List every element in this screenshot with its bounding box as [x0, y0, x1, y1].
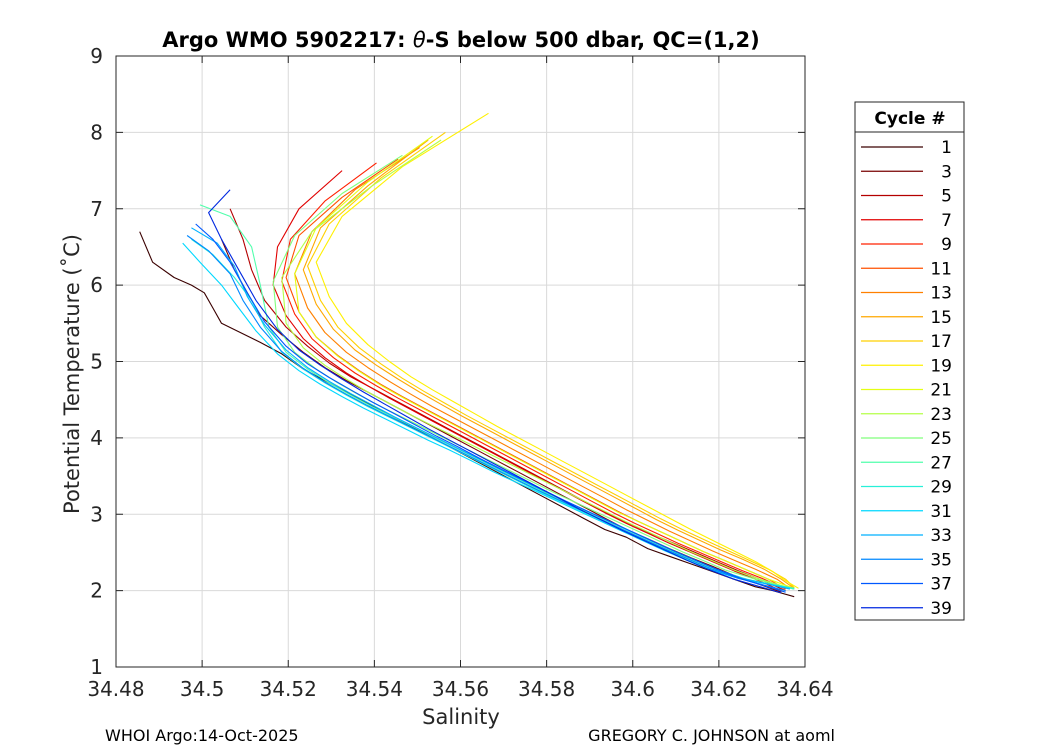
series-line-cycle-17: [307, 131, 795, 588]
x-tick-label: 34.6: [610, 677, 655, 701]
axis-ticks: [115, 55, 806, 668]
legend-label-cycle-9: 9: [941, 235, 952, 255]
legend-label-cycle-31: 31: [930, 502, 952, 522]
y-tick-label: 5: [90, 350, 103, 374]
y-tick-labels: 1 2 3 4 5 6 7 8 9: [90, 44, 103, 679]
y-tick-label: 4: [90, 426, 103, 450]
legend-label-cycle-39: 39: [930, 599, 952, 619]
footer-left: WHOI Argo:14-Oct-2025: [105, 726, 299, 745]
y-axis-label: Potential Temperature (˚C): [60, 234, 84, 514]
y-tick-label: 3: [90, 502, 103, 526]
legend-label-cycle-17: 17: [930, 332, 952, 352]
series-line-cycle-5: [229, 208, 786, 592]
y-tick-label: 6: [90, 273, 103, 297]
series-line-cycle-39: [208, 189, 782, 594]
y-tick-label: 2: [90, 579, 103, 603]
legend-label-cycle-7: 7: [941, 211, 952, 231]
legend-label-cycle-11: 11: [930, 259, 952, 279]
legend-label-cycle-23: 23: [930, 405, 952, 425]
legend-label-cycle-5: 5: [941, 187, 952, 207]
legend-label-cycle-37: 37: [930, 575, 952, 595]
legend-label-cycle-33: 33: [930, 526, 952, 546]
grid: [115, 55, 806, 668]
x-tick-label: 34.48: [87, 677, 144, 701]
series-line-cycle-15: [302, 139, 795, 589]
legend-label-cycle-29: 29: [930, 478, 952, 498]
legend-label-cycle-13: 13: [930, 284, 952, 304]
y-tick-label: 1: [90, 655, 103, 679]
series-line-cycle-13: [294, 147, 791, 589]
legend-label-cycle-19: 19: [930, 356, 952, 376]
legend-label-cycle-25: 25: [930, 429, 952, 449]
series-line-cycle-7: [272, 170, 782, 592]
series-line-cycle-21: [294, 135, 795, 589]
series-line-cycle-37: [195, 223, 786, 593]
series-line-cycle-9: [281, 162, 786, 590]
x-tick-label: 34.52: [260, 677, 317, 701]
x-tick-labels: 34.48 34.5 34.52 34.54 34.56 34.58 34.6 34.62 34…: [87, 677, 833, 701]
series-layer: [139, 112, 799, 598]
series-line-cycle-19: [315, 112, 799, 589]
x-axis-label: Salinity: [422, 705, 500, 729]
legend-label-cycle-21: 21: [930, 381, 952, 401]
legend-label-cycle-3: 3: [941, 162, 952, 182]
x-tick-label: 34.5: [180, 677, 225, 701]
y-tick-label: 9: [90, 44, 103, 68]
x-tick-label: 34.62: [690, 677, 747, 701]
series-line-cycle-31: [182, 242, 791, 589]
x-tick-label: 34.56: [432, 677, 489, 701]
legend-box: [854, 101, 965, 621]
legend-label-cycle-1: 1: [941, 138, 952, 158]
y-tick-label: 7: [90, 197, 103, 221]
legend-label-cycle-15: 15: [930, 308, 952, 328]
series-line-cycle-35: [186, 235, 786, 592]
legend-label-cycle-35: 35: [930, 550, 952, 570]
legend: Cycle # 13579111315171921232527293133353…: [854, 101, 965, 621]
legend-title: Cycle #: [874, 109, 945, 129]
chart-title: Argo WMO 5902217: θ-S below 500 dbar, QC…: [162, 28, 759, 52]
x-tick-label: 34.58: [518, 677, 575, 701]
x-tick-label: 34.54: [346, 677, 403, 701]
footer-right: GREGORY C. JOHNSON at aoml: [588, 726, 835, 745]
y-tick-label: 8: [90, 120, 103, 144]
legend-label-cycle-27: 27: [930, 453, 952, 473]
series-line-cycle-23: [281, 139, 795, 590]
x-tick-label: 34.64: [776, 677, 833, 701]
